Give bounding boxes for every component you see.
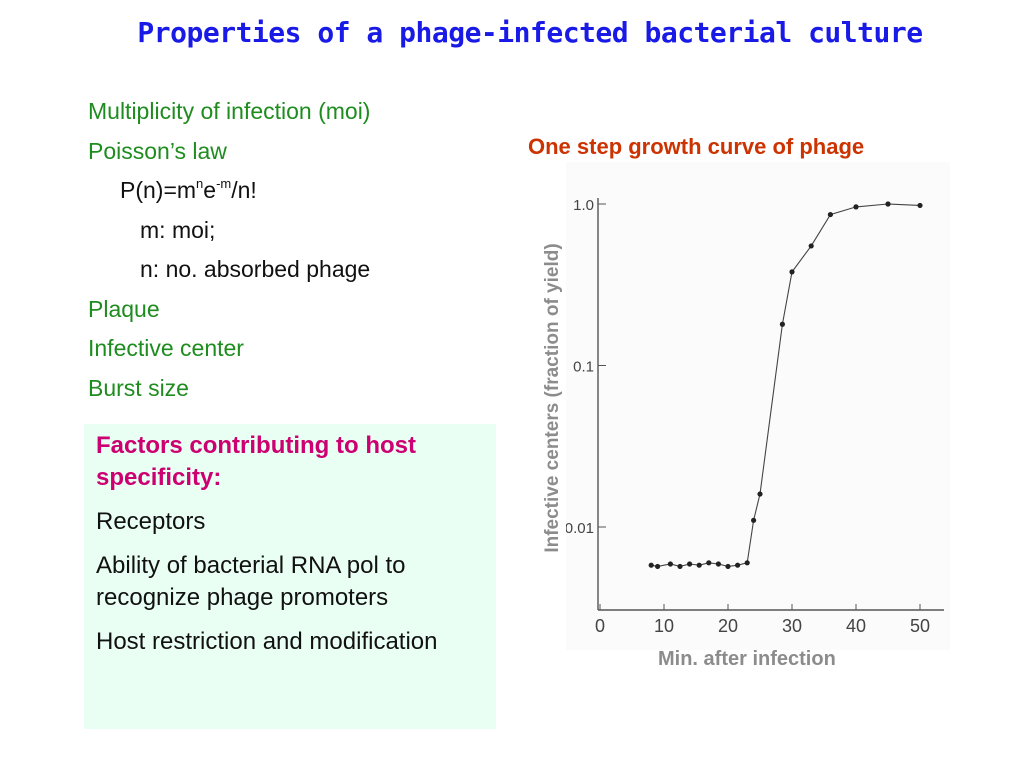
data-point <box>706 560 712 566</box>
x-tick-label: 40 <box>846 616 866 636</box>
poisson-formula: P(n)=mne-m/n! <box>88 171 370 211</box>
bullet-infective-center: Infective center <box>88 335 244 361</box>
bullet-burst-size: Burst size <box>88 374 189 401</box>
growth-curve-chart: 0 10 20 30 40 50 0.01 0.1 1.0 <box>566 162 950 650</box>
data-point <box>677 563 683 570</box>
formula-part: P(n)=m <box>120 177 197 203</box>
y-axis-label: Infective centers (fraction of yield) <box>542 243 563 553</box>
data-point <box>789 269 795 275</box>
data-point <box>735 562 741 568</box>
host-specificity-box: Factors contributing to host specificity… <box>84 424 496 729</box>
data-point <box>917 202 923 209</box>
factor-item: Host restriction and modification <box>96 628 438 655</box>
data-point <box>648 562 654 568</box>
chart-title: One step growth curve of phage <box>528 134 865 159</box>
data-point <box>725 563 731 570</box>
data-point <box>779 321 785 327</box>
formula-superscript: -m <box>216 176 232 191</box>
x-tick-label: 10 <box>654 616 674 636</box>
factor-item: Ability of bacterial RNA pol to recogniz… <box>96 552 406 611</box>
data-point <box>655 563 661 570</box>
data-point <box>808 243 814 249</box>
data-point <box>757 491 763 497</box>
x-tick-label: 30 <box>782 616 802 636</box>
bullet-plaque: Plaque <box>88 295 160 322</box>
formula-part: e <box>203 177 217 203</box>
formula-part: /n! <box>231 177 257 203</box>
plot-background <box>566 162 950 650</box>
y-tick-label: 0.1 <box>573 359 594 376</box>
bullet-moi: Multiplicity of infection (moi) <box>88 98 371 124</box>
host-specificity-heading: Factors contributing to host specificity… <box>96 432 416 491</box>
data-point <box>751 517 757 523</box>
x-axis-label: Min. after infection <box>658 648 836 670</box>
data-point <box>715 561 721 567</box>
data-point <box>885 201 891 207</box>
page-title: Properties of a phage-infected bacterial… <box>137 16 923 49</box>
data-point <box>667 561 673 567</box>
formula-superscript: n <box>196 176 204 191</box>
data-point <box>687 561 693 567</box>
bullet-poisson: Poisson’s law <box>88 137 227 164</box>
x-tick-label: 0 <box>595 616 605 636</box>
y-tick-label: 0.01 <box>566 520 594 537</box>
factor-item: Receptors <box>96 508 206 535</box>
data-point <box>744 560 750 566</box>
x-tick-label: 20 <box>718 616 738 636</box>
moi-definition: m: moi; <box>140 216 216 243</box>
y-tick-label: 1.0 <box>573 197 594 214</box>
data-point <box>853 204 859 210</box>
n-definition: n: no. absorbed phage <box>140 256 371 282</box>
data-point <box>696 562 702 568</box>
x-tick-label: 50 <box>910 616 930 636</box>
data-point <box>827 211 833 218</box>
bullet-list: Multiplicity of infection (moi) Poisson’… <box>88 92 370 408</box>
